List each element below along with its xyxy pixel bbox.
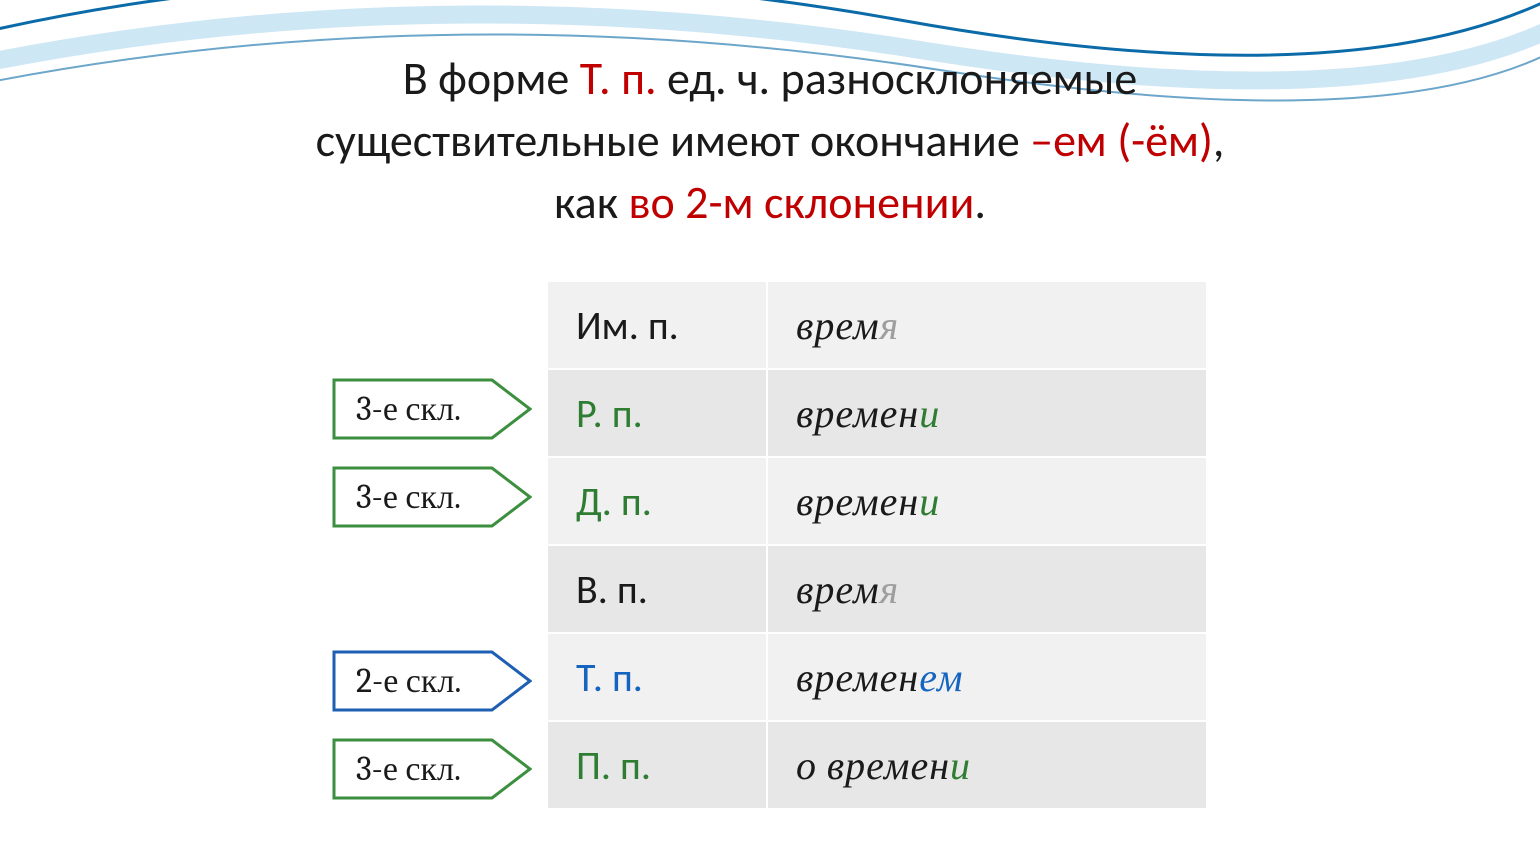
arrow-column: 3-е скл. 3-е скл. 2-е скл. 3-е скл. — [332, 280, 532, 820]
table-row: Им. п.время — [547, 281, 1207, 369]
heading-part: ед. ч. разносклоняемые — [657, 51, 1138, 107]
word-ending: и — [950, 743, 971, 789]
word-cell: о времени — [767, 721, 1207, 809]
case-cell: Р. п. — [547, 369, 767, 457]
word-stem: врем — [796, 567, 880, 613]
table-row: П. п.о времени — [547, 721, 1207, 809]
word-cell: время — [767, 545, 1207, 633]
word-stem: врем — [796, 303, 880, 349]
word-ending: и — [919, 391, 940, 437]
word-stem: времен — [796, 479, 919, 525]
case-cell: В. п. — [547, 545, 767, 633]
word-cell: времени — [767, 369, 1207, 457]
content-area: 3-е скл. 3-е скл. 2-е скл. 3-е скл. Им. … — [0, 280, 1540, 820]
word-cell: времени — [767, 457, 1207, 545]
case-cell: П. п. — [547, 721, 767, 809]
word-stem: времен — [796, 391, 919, 437]
declension-table: Им. п.времяР. п.времениД. п.времениВ. п.… — [546, 280, 1208, 810]
declension-arrow-3: 3-е скл. — [332, 466, 532, 528]
declension-arrow-2: 2-е скл. — [332, 650, 532, 712]
table-row: Д. п.времени — [547, 457, 1207, 545]
case-cell: Т. п. — [547, 633, 767, 721]
word-ending: и — [919, 479, 940, 525]
word-ending: я — [880, 567, 900, 613]
arrow-label: 3-е скл. — [332, 389, 461, 429]
table-row: Т. п.временем — [547, 633, 1207, 721]
word-ending: ем — [919, 655, 963, 701]
table-row: В. п.время — [547, 545, 1207, 633]
heading-part: , — [1213, 113, 1224, 169]
table-row: Р. п.времени — [547, 369, 1207, 457]
case-cell: Им. п. — [547, 281, 767, 369]
word-cell: время — [767, 281, 1207, 369]
arrow-label: 3-е скл. — [332, 749, 461, 789]
arrow-label: 3-е скл. — [332, 477, 461, 517]
heading-part: В форме — [403, 51, 580, 107]
declension-arrow-3: 3-е скл. — [332, 738, 532, 800]
heading-red: во 2-м склонении — [628, 175, 974, 231]
word-stem: о времен — [796, 743, 950, 789]
slide-heading: В форме Т. п. ед. ч. разносклоняемые сущ… — [0, 48, 1540, 234]
declension-arrow-3: 3-е скл. — [332, 378, 532, 440]
word-ending: я — [880, 303, 900, 349]
case-cell: Д. п. — [547, 457, 767, 545]
word-cell: временем — [767, 633, 1207, 721]
word-stem: времен — [796, 655, 919, 701]
heading-red: Т. п. — [580, 51, 657, 107]
heading-part: существительные имеют окончание — [316, 113, 1031, 169]
heading-part: . — [974, 175, 986, 231]
heading-red: –ем (-ём) — [1030, 113, 1213, 169]
heading-part: как — [554, 175, 628, 231]
arrow-label: 2-е скл. — [332, 661, 461, 701]
